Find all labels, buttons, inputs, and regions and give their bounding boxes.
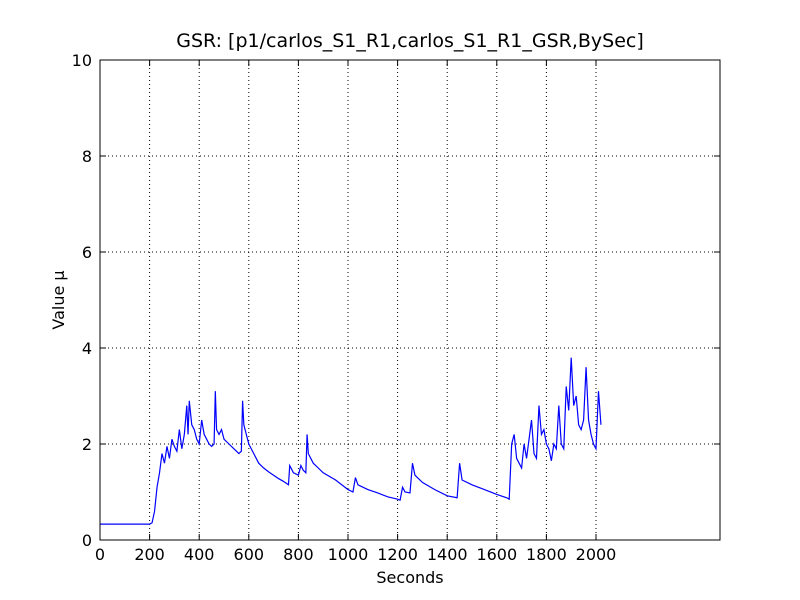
- x-tick-label: 1200: [377, 545, 418, 564]
- x-tick-label: 400: [184, 545, 215, 564]
- x-axis-label: Seconds: [376, 568, 443, 587]
- y-tick-label: 2: [82, 435, 92, 454]
- x-tick-label: 1800: [526, 545, 567, 564]
- x-tick-label: 200: [134, 545, 165, 564]
- data-line: [100, 357, 602, 525]
- y-axis-label: Value µ: [49, 270, 68, 329]
- x-tick-label: 1600: [476, 545, 517, 564]
- plot-frame: [99, 59, 721, 541]
- x-tick-label: 800: [283, 545, 314, 564]
- x-tick-label: 0: [95, 545, 105, 564]
- chart-title: GSR: [p1/carlos_S1_R1,carlos_S1_R1_GSR,B…: [176, 30, 644, 52]
- y-tick-label: 10: [72, 51, 92, 70]
- y-tick-label: 4: [82, 339, 92, 358]
- x-tick-label: 1400: [427, 545, 468, 564]
- y-tick-label: 8: [82, 147, 92, 166]
- x-tick-label: 600: [234, 545, 265, 564]
- x-tick-label: 2000: [576, 545, 617, 564]
- y-tick-label: 0: [82, 531, 92, 550]
- y-tick-label: 6: [82, 243, 92, 262]
- x-tick-label: 1000: [328, 545, 369, 564]
